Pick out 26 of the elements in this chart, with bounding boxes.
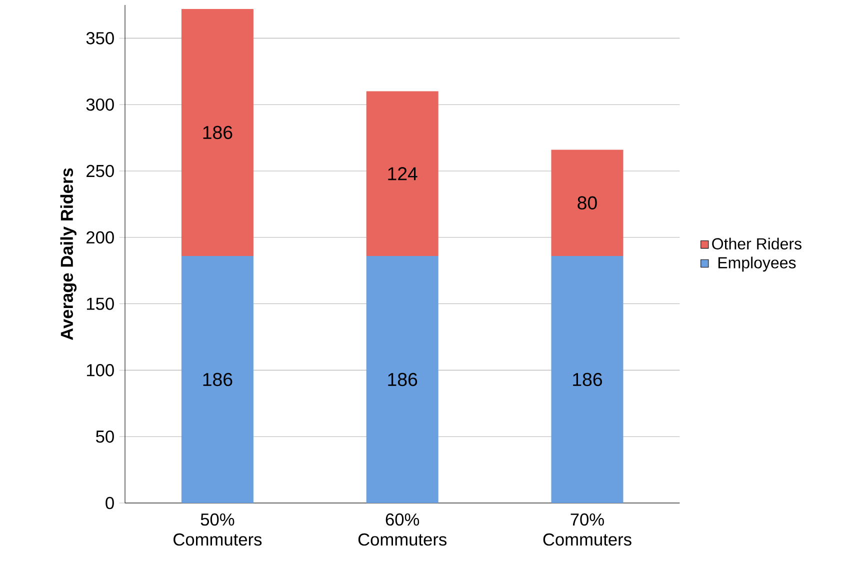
y-tick-label: 350 xyxy=(86,32,114,44)
y-tick-label: 0 xyxy=(106,496,114,510)
data-label: 186 xyxy=(388,372,418,386)
data-label: 186 xyxy=(573,372,602,386)
x-tick-label: 60% Commuters xyxy=(358,513,446,546)
x-tick-label: 50% Commuters xyxy=(174,513,262,546)
bar xyxy=(551,256,624,503)
y-tick-label: 200 xyxy=(86,231,114,244)
bar xyxy=(181,256,254,503)
data-label: 124 xyxy=(388,167,418,180)
data-label: 186 xyxy=(203,126,232,140)
data-label: 80 xyxy=(578,196,597,210)
y-tick-label: 150 xyxy=(87,298,114,310)
bar xyxy=(551,150,624,256)
y-tick-label: 50 xyxy=(96,430,114,443)
bar xyxy=(181,8,254,256)
data-label: 186 xyxy=(203,372,232,386)
y-tick-label: 250 xyxy=(86,164,114,178)
bar xyxy=(366,91,438,256)
legend-label: Other Riders xyxy=(712,238,802,250)
bar xyxy=(366,256,438,503)
y-tick-label: 100 xyxy=(87,364,114,376)
x-tick-label: 70% Commuters xyxy=(543,513,632,546)
legend-label: Employees xyxy=(718,256,796,272)
y-tick-label: 300 xyxy=(86,98,114,111)
y-axis-title: Average Daily Riders xyxy=(60,168,77,340)
